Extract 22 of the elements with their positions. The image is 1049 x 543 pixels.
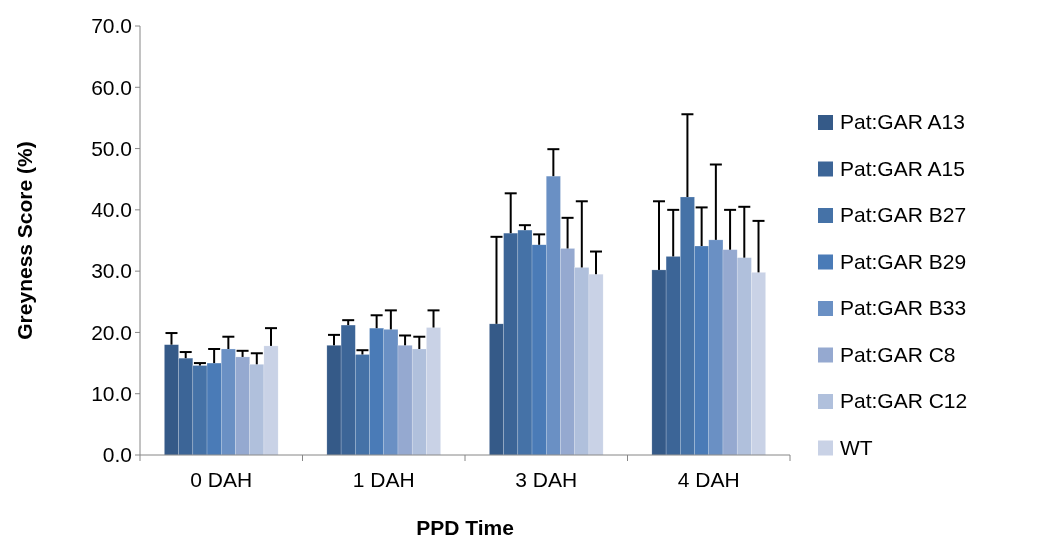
x-tick-label: 4 DAH: [677, 468, 740, 491]
y-tick-label: 30.0: [91, 259, 132, 283]
y-tick-label: 0.0: [102, 443, 132, 467]
y-tick-label: 70.0: [91, 14, 132, 38]
legend-label: Pat:GAR A15: [840, 156, 965, 180]
y-tick-label: 60.0: [91, 75, 132, 99]
y-tick-label: 20.0: [91, 320, 132, 344]
legend-label: Pat:GAR B29: [840, 249, 967, 273]
y-tick-label: 10.0: [91, 382, 132, 406]
legend-label: Pat:GAR C12: [840, 389, 968, 413]
legend-label: Pat:GAR A13: [840, 110, 965, 134]
y-tick-label: 40.0: [91, 198, 132, 222]
x-tick-label: 1 DAH: [352, 468, 415, 491]
legend-label: Pat:GAR C8: [840, 342, 956, 366]
x-tick-label: 3 DAH: [515, 468, 578, 491]
legend-label: WT: [840, 435, 873, 459]
x-tick-label: 0 DAH: [190, 468, 253, 491]
legend-label: Pat:GAR B27: [840, 203, 967, 227]
y-axis-title: Greyness Score (%): [13, 141, 36, 340]
y-tick-label: 50.0: [91, 136, 132, 160]
x-axis-title: PPD Time: [416, 516, 514, 539]
legend-label: Pat:GAR B33: [840, 296, 967, 320]
